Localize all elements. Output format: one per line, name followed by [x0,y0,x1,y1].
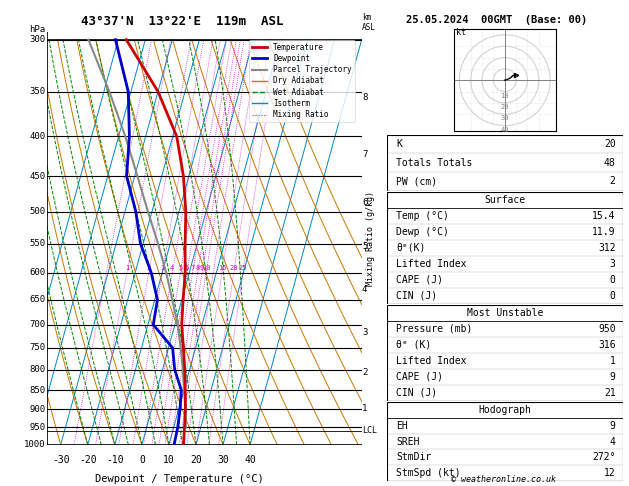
Text: 950: 950 [598,324,616,334]
Text: 300: 300 [30,35,46,44]
Text: 9: 9 [610,372,616,382]
Text: 4: 4 [362,285,367,294]
Text: θᵉ (K): θᵉ (K) [396,340,431,350]
Text: 350: 350 [30,87,46,96]
Text: SREH: SREH [396,436,420,447]
Text: 750: 750 [30,344,46,352]
Text: CAPE (J): CAPE (J) [396,275,443,285]
Text: Surface: Surface [484,195,525,205]
Text: 650: 650 [30,295,46,304]
Text: -30: -30 [52,455,70,465]
Text: 11.9: 11.9 [592,227,616,237]
Text: 9: 9 [610,421,616,431]
Text: 500: 500 [30,207,46,216]
Text: 40: 40 [244,455,256,465]
Text: LCL: LCL [362,426,377,435]
Text: kt: kt [456,28,466,37]
Text: K: K [396,139,402,149]
Text: 0: 0 [610,275,616,285]
Text: CIN (J): CIN (J) [396,291,437,301]
Text: 3: 3 [362,328,367,337]
Text: 900: 900 [30,405,46,414]
Text: PW (cm): PW (cm) [396,176,437,186]
Text: 10: 10 [163,455,175,465]
Text: 8: 8 [196,265,199,271]
Text: 43°37'N  13°22'E  119m  ASL: 43°37'N 13°22'E 119m ASL [81,15,284,28]
Text: CAPE (J): CAPE (J) [396,372,443,382]
Text: 15: 15 [218,265,226,271]
Text: 1000: 1000 [24,440,46,449]
Text: Temp (°C): Temp (°C) [396,211,449,221]
Text: -10: -10 [106,455,124,465]
Text: 12: 12 [604,468,616,478]
Text: 20: 20 [230,265,238,271]
Text: 7: 7 [362,150,367,159]
Text: © weatheronline.co.uk: © weatheronline.co.uk [451,474,555,484]
Text: 0: 0 [610,291,616,301]
Text: 21: 21 [604,388,616,398]
Text: StmDir: StmDir [396,452,431,462]
Text: Hodograph: Hodograph [478,405,532,415]
Text: 4: 4 [610,436,616,447]
Text: Lifted Index: Lifted Index [396,259,467,269]
Text: 5: 5 [362,242,367,251]
Text: Most Unstable: Most Unstable [467,308,543,318]
Text: -20: -20 [79,455,97,465]
Text: 400: 400 [30,132,46,141]
Text: 9: 9 [200,265,204,271]
Text: 272°: 272° [592,452,616,462]
Legend: Temperature, Dewpoint, Parcel Trajectory, Dry Adiabat, Wet Adiabat, Isotherm, Mi: Temperature, Dewpoint, Parcel Trajectory… [248,39,355,122]
Text: 2: 2 [362,367,367,377]
Text: 316: 316 [598,340,616,350]
Text: 25.05.2024  00GMT  (Base: 00): 25.05.2024 00GMT (Base: 00) [406,15,587,25]
Text: 40: 40 [501,127,509,133]
Text: 5: 5 [178,265,182,271]
Text: 30: 30 [501,115,509,122]
Text: EH: EH [396,421,408,431]
Text: 600: 600 [30,268,46,278]
Text: 6: 6 [185,265,189,271]
Text: 30: 30 [217,455,229,465]
Text: Totals Totals: Totals Totals [396,157,472,168]
Text: 450: 450 [30,172,46,181]
Text: 2: 2 [147,265,151,271]
Text: 2: 2 [610,176,616,186]
Text: 1: 1 [362,404,367,413]
Text: 1: 1 [610,356,616,366]
Text: 3: 3 [160,265,164,271]
Text: hPa: hPa [30,25,46,34]
Text: 20: 20 [604,139,616,149]
Text: 550: 550 [30,239,46,248]
Text: 7: 7 [191,265,194,271]
Text: 850: 850 [30,385,46,395]
Text: 800: 800 [30,365,46,374]
Text: Dewp (°C): Dewp (°C) [396,227,449,237]
Text: 20: 20 [501,104,509,110]
Text: 15.4: 15.4 [592,211,616,221]
Text: 0: 0 [139,455,145,465]
Text: 950: 950 [30,423,46,432]
Text: 10: 10 [202,265,210,271]
Text: 10: 10 [501,93,509,99]
Text: 20: 20 [190,455,202,465]
Text: 48: 48 [604,157,616,168]
Text: 3: 3 [610,259,616,269]
Text: 6: 6 [362,198,367,207]
Text: 4: 4 [170,265,174,271]
Text: Mixing Ratio (g/kg): Mixing Ratio (g/kg) [366,191,375,286]
Text: 1: 1 [125,265,129,271]
Text: km
ASL: km ASL [362,13,376,33]
Text: 25: 25 [239,265,247,271]
Text: 312: 312 [598,243,616,253]
Text: Pressure (mb): Pressure (mb) [396,324,472,334]
Text: StmSpd (kt): StmSpd (kt) [396,468,461,478]
Text: 700: 700 [30,320,46,329]
Text: 8: 8 [362,93,367,102]
Text: θᵉ(K): θᵉ(K) [396,243,426,253]
Text: Lifted Index: Lifted Index [396,356,467,366]
Text: Dewpoint / Temperature (°C): Dewpoint / Temperature (°C) [95,473,264,484]
Text: CIN (J): CIN (J) [396,388,437,398]
